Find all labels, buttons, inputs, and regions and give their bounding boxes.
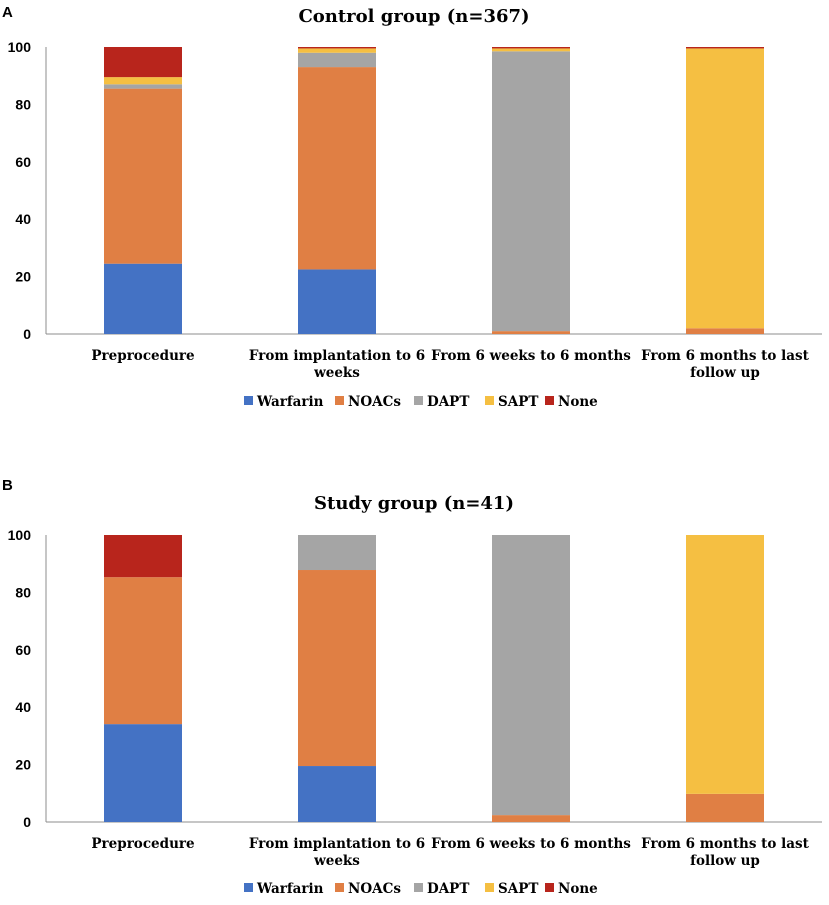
legend: Warfarin NOACs DAPT SAPT None xyxy=(244,394,598,410)
legend-swatch-noacs xyxy=(335,396,344,405)
plot-area: 0 20 40 60 80 100 Preprocedure From implantatio… xyxy=(8,39,822,381)
x-tick-label: Preprocedure xyxy=(91,836,194,852)
legend-swatch-sapt xyxy=(485,396,494,405)
legend-label-noacs: NOACs xyxy=(348,394,401,410)
bar-segment-sapt xyxy=(104,77,182,85)
y-tick-label: 40 xyxy=(15,699,31,715)
y-tick-label: 60 xyxy=(15,642,31,658)
legend-swatch-noacs xyxy=(335,883,344,892)
bar-segment-warfarin xyxy=(104,263,182,334)
bar-segment-sapt xyxy=(686,48,764,329)
x-tick-label: From 6 months to last follow up xyxy=(641,348,809,381)
y-tick-label: 20 xyxy=(15,757,31,773)
legend-label-sapt: SAPT xyxy=(498,394,538,410)
panel-letter: B xyxy=(2,477,13,494)
bar-segment-noacs xyxy=(298,67,376,270)
panel-control-group: A Control group (n=367) 0 20 40 60 80 100 Prep… xyxy=(2,4,822,410)
legend-swatch-warfarin xyxy=(244,883,253,892)
bar-segment-noacs xyxy=(492,331,570,334)
y-tick-label: 80 xyxy=(15,96,31,112)
bar-segment-none xyxy=(298,47,376,49)
panel-study-group: B Study group (n=41) 0 20 40 60 80 100 Preproc… xyxy=(2,477,822,897)
bar-segment-sapt xyxy=(686,535,764,794)
bar-segment-noacs xyxy=(104,577,182,725)
bar-segment-dapt xyxy=(104,84,182,89)
panel-letter: A xyxy=(2,4,13,21)
bar-segment-dapt xyxy=(492,535,570,816)
bar-segment-sapt xyxy=(492,48,570,52)
legend-swatch-warfarin xyxy=(244,396,253,405)
bar-segment-dapt xyxy=(298,535,376,571)
legend-swatch-dapt xyxy=(414,396,423,405)
y-tick-label: 0 xyxy=(23,814,31,830)
x-tick-label: From 6 weeks to 6 months xyxy=(431,348,631,364)
x-tick-label: Preprocedure xyxy=(91,348,194,364)
legend: Warfarin NOACs DAPT SAPT None xyxy=(244,881,598,897)
bar-segment-warfarin xyxy=(298,766,376,822)
y-tick-label: 80 xyxy=(15,584,31,600)
x-tick-label: From implantation to 6 weeks xyxy=(249,836,425,869)
bar-segment-warfarin xyxy=(298,269,376,334)
bar-segment-none xyxy=(104,47,182,78)
bar-segment-noacs xyxy=(686,328,764,334)
bar-segment-none xyxy=(492,47,570,49)
bar-segment-noacs xyxy=(492,815,570,822)
x-tick-label: From 6 weeks to 6 months xyxy=(431,836,631,852)
legend-label-noacs: NOACs xyxy=(348,881,401,897)
bar-segment-noacs xyxy=(686,793,764,822)
legend-label-none: None xyxy=(558,394,598,410)
legend-label-dapt: DAPT xyxy=(427,881,469,897)
bar-segment-dapt xyxy=(298,52,376,68)
y-tick-label: 100 xyxy=(8,39,32,55)
legend-swatch-none xyxy=(545,396,554,405)
y-tick-label: 20 xyxy=(15,269,31,285)
legend-label-dapt: DAPT xyxy=(427,394,469,410)
x-tick-label: From implantation to 6 weeks xyxy=(249,348,425,381)
bar-segment-warfarin xyxy=(104,724,182,822)
y-tick-label: 0 xyxy=(23,326,31,342)
legend-label-warfarin: Warfarin xyxy=(256,394,324,410)
bar-segment-none xyxy=(686,47,764,49)
legend-swatch-dapt xyxy=(414,883,423,892)
y-tick-label: 100 xyxy=(8,527,32,543)
plot-area: 0 20 40 60 80 100 Preprocedure From implantatio… xyxy=(8,527,822,869)
legend-swatch-none xyxy=(545,883,554,892)
x-tick-label: From 6 months to last follow up xyxy=(641,836,809,869)
legend-label-none: None xyxy=(558,881,598,897)
chart-title: Control group (n=367) xyxy=(298,6,529,27)
bar-segment-dapt xyxy=(492,51,570,332)
y-tick-label: 60 xyxy=(15,154,31,170)
chart-title: Study group (n=41) xyxy=(314,493,514,514)
bar-segment-noacs xyxy=(298,570,376,767)
bar-segment-none xyxy=(104,535,182,578)
bar-segment-noacs xyxy=(104,88,182,264)
legend-swatch-sapt xyxy=(485,883,494,892)
legend-label-sapt: SAPT xyxy=(498,881,538,897)
y-tick-label: 40 xyxy=(15,211,31,227)
legend-label-warfarin: Warfarin xyxy=(256,881,324,897)
bar-segment-sapt xyxy=(298,48,376,53)
